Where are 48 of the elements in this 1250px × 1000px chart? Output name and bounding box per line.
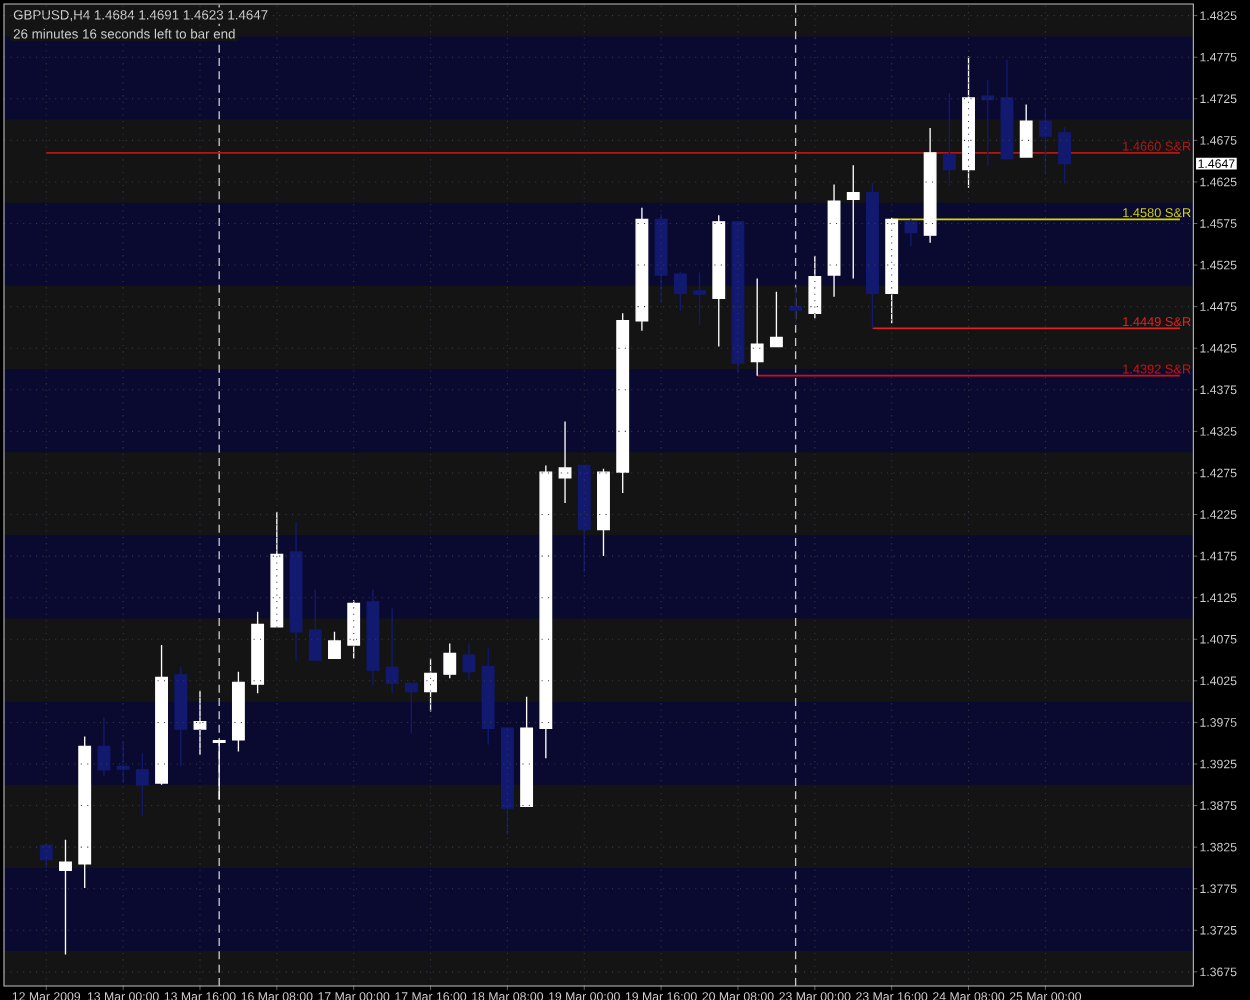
candlestick: [750, 277, 764, 377]
candlestick: [39, 842, 53, 869]
candlestick: [1019, 103, 1033, 158]
candlestick: [769, 291, 783, 348]
candlestick: [270, 511, 284, 628]
candlestick: [78, 735, 92, 889]
candlestick: [962, 55, 975, 189]
candlestick: [866, 182, 879, 329]
candlestick: [289, 521, 303, 662]
candlestick: [231, 671, 245, 753]
candlestick: [424, 657, 437, 713]
candlestick: [558, 420, 572, 504]
candlestick: [712, 214, 726, 348]
candlestick: [251, 611, 265, 694]
candlestick: [904, 218, 918, 247]
candlestick: [155, 644, 168, 786]
candlestick: [308, 588, 322, 661]
candlestick: [673, 271, 687, 312]
candlestick: [462, 642, 476, 681]
candlestick: [385, 607, 399, 694]
candlestick: [1000, 59, 1014, 161]
candlestick: [135, 752, 149, 818]
candlestick: [366, 588, 380, 686]
candlestick: [193, 690, 207, 756]
candlestick: [942, 92, 956, 186]
candlestick: [635, 207, 649, 332]
candlestick: [885, 217, 899, 324]
candlestick: [539, 464, 553, 759]
candlestick: [328, 631, 341, 660]
candlestick: [97, 716, 111, 778]
candlestick: [808, 255, 822, 319]
candlestick: [731, 221, 745, 374]
candlestick: [520, 695, 534, 808]
candlestick: [789, 286, 803, 326]
candlestick: [500, 727, 514, 836]
candlestick: [481, 646, 495, 746]
candlestick: [347, 599, 361, 660]
candlestick: [174, 666, 188, 768]
candlestick: [827, 183, 841, 298]
candlestick: [116, 740, 130, 784]
candlestick: [1058, 126, 1072, 185]
candlestick: [693, 271, 706, 326]
candlestick: [654, 213, 668, 304]
candlestick: [597, 468, 610, 557]
candlestick: [616, 312, 630, 494]
candlestick: [443, 642, 457, 680]
candlestick: [923, 127, 937, 244]
candlestick: [577, 464, 591, 574]
